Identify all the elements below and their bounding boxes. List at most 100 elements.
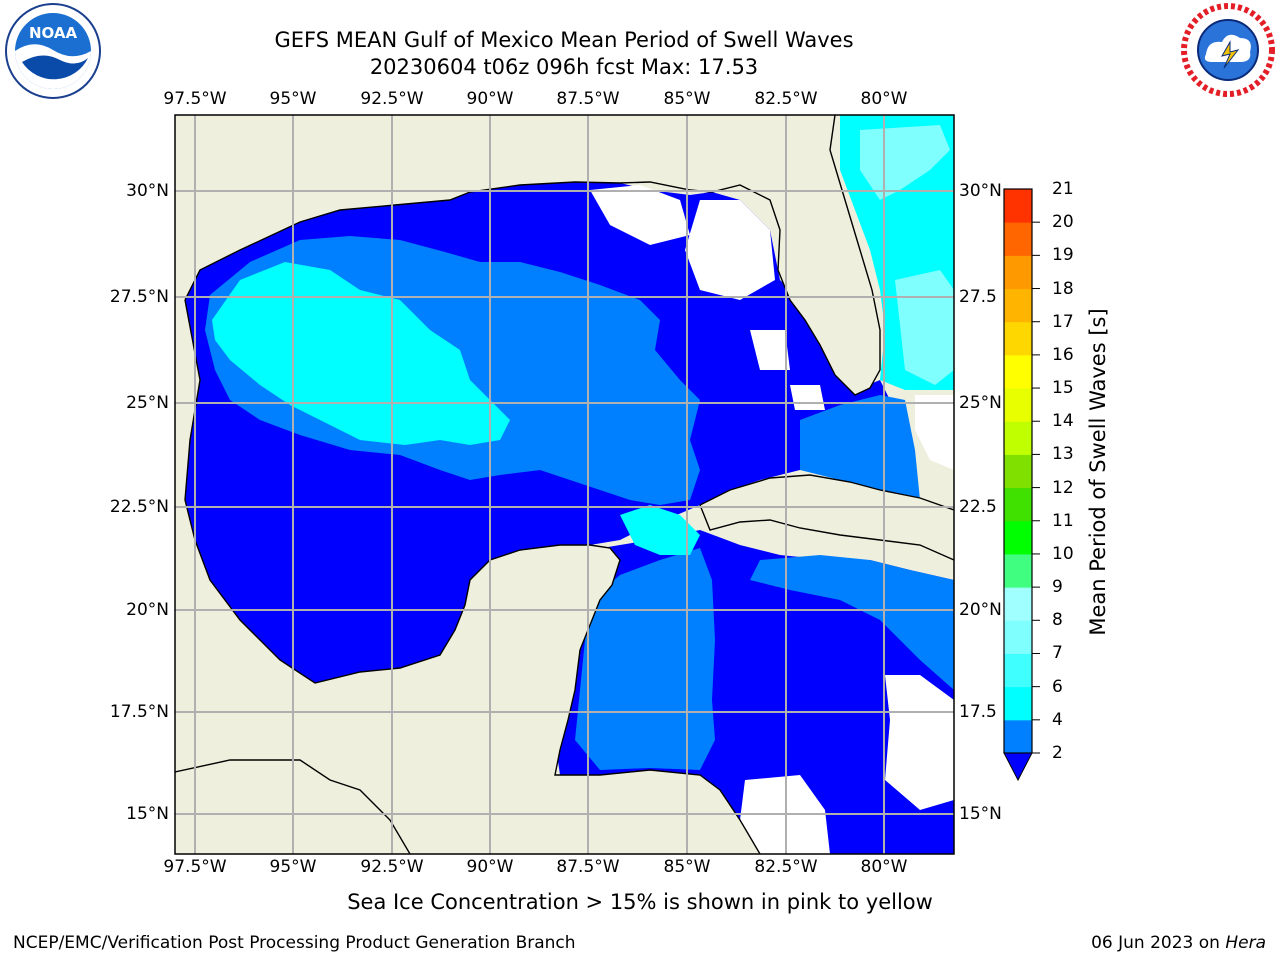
straits-water	[800, 395, 920, 500]
lon-label-top: 80°W	[860, 89, 908, 109]
coastline	[184, 299, 761, 854]
lon-label-top: 92.5°W	[360, 89, 424, 109]
colorbar-segment	[1004, 454, 1032, 489]
coastline	[184, 115, 881, 396]
colorbar-tick-label: 19	[1052, 245, 1074, 266]
colorbar-segment	[1004, 255, 1032, 290]
lat-label-right: 22.5	[959, 497, 997, 517]
coastline	[175, 759, 411, 854]
colorbar-tick-label: 14	[1052, 411, 1074, 432]
nodata-patch	[790, 385, 825, 410]
svg-text:NOAA: NOAA	[29, 24, 78, 42]
florida-land	[700, 115, 880, 395]
colorbar-extend-triangle	[1003, 752, 1033, 782]
lat-label-left: 27.5°N	[109, 287, 169, 307]
lon-label-bottom: 85°W	[663, 857, 711, 877]
nodata-patch	[590, 185, 690, 245]
colorbar-tick-label: 15	[1052, 378, 1074, 399]
footer-date-text: 06 Jun 2023 on	[1091, 933, 1226, 953]
atlantic-water-light	[860, 125, 950, 200]
colorbar-tick-label: 4	[1052, 709, 1063, 730]
lat-label-right: 20°N	[959, 600, 1002, 620]
footer-host: Hera	[1225, 933, 1266, 953]
lat-label-left: 15°N	[126, 804, 169, 824]
colorbar-segment	[1004, 222, 1032, 256]
colorbar-tick-label: 21	[1052, 179, 1074, 199]
lon-label-bottom: 97.5°W	[163, 857, 227, 877]
colorbar-segment	[1004, 553, 1032, 588]
colorbar-segment	[1004, 388, 1032, 422]
lon-label-bottom: 95°W	[269, 857, 317, 877]
colorbar-tick-label: 12	[1052, 477, 1074, 498]
lon-label-bottom: 80°W	[860, 857, 908, 877]
lon-label-top: 97.5°W	[163, 89, 227, 109]
colorbar-segment	[1004, 620, 1032, 654]
lat-label-left: 22.5°N	[109, 497, 169, 517]
colorbar	[1003, 188, 1040, 782]
colorbar-segment	[1004, 421, 1032, 455]
lat-label-right: 25°N	[959, 393, 1002, 413]
colorbar-tick-label: 11	[1052, 510, 1074, 531]
yucatan-cyan	[620, 505, 700, 555]
colorbar-segment	[1004, 520, 1032, 555]
colorbar-segment	[1004, 487, 1032, 522]
nodata-patch	[685, 200, 775, 300]
lon-label-bottom: 87.5°W	[556, 857, 620, 877]
colorbar-tick-label: 17	[1052, 311, 1074, 332]
colorbar-tick-label: 7	[1052, 643, 1063, 664]
lat-label-right: 15°N	[959, 804, 1002, 824]
colorbar-tick-label: 18	[1052, 278, 1074, 299]
cuba-land	[700, 475, 954, 560]
atlantic-water-light	[895, 270, 954, 385]
mexico-west-land	[175, 300, 320, 772]
colorbar-tick-label: 6	[1052, 676, 1063, 697]
caribbean-water-mid	[575, 548, 715, 770]
nodata-patch	[885, 675, 954, 810]
colorbar-segment	[1004, 719, 1032, 754]
colorbar-segment	[1004, 288, 1032, 323]
lat-label-left: 30°N	[126, 181, 169, 201]
lon-label-top: 87.5°W	[556, 89, 620, 109]
nws-logo	[1181, 3, 1275, 97]
colorbar-tick-label: 20	[1052, 212, 1074, 233]
colorbar-tick-label: 8	[1052, 610, 1063, 631]
colorbar-segment	[1004, 653, 1032, 688]
chart-title: GEFS MEAN Gulf of Mexico Mean Period of …	[274, 28, 854, 52]
colorbar-tick-label: 13	[1052, 444, 1074, 465]
nodata-patch	[915, 395, 954, 470]
colorbar-tick-label: 10	[1052, 543, 1074, 564]
colorbar-segment	[1004, 321, 1032, 356]
lat-label-right: 17.5	[959, 702, 997, 722]
colorbar-label: Mean Period of Swell Waves [s]	[1086, 308, 1110, 636]
colorbar-segment	[1004, 354, 1032, 389]
colorbar-tick-label: 9	[1052, 577, 1063, 598]
lon-label-top: 95°W	[269, 89, 317, 109]
lon-label-top: 82.5°W	[754, 89, 818, 109]
caribbean-water-mid-east	[750, 555, 954, 690]
colorbar-tick-label: 2	[1052, 743, 1063, 763]
footer-credit: NCEP/EMC/Verification Post Processing Pr…	[13, 933, 576, 953]
lon-label-bottom: 82.5°W	[754, 857, 818, 877]
lat-label-right: 30°N	[959, 181, 1002, 201]
lat-label-left: 25°N	[126, 393, 169, 413]
nodata-patch	[750, 330, 790, 370]
lat-label-left: 17.5°N	[109, 702, 169, 722]
footer-date: 06 Jun 2023 on Hera	[1091, 933, 1266, 953]
gridlines	[175, 115, 954, 854]
texas-land	[175, 115, 835, 300]
gulf-water-cyan	[212, 262, 510, 445]
colorbar-segment	[1004, 587, 1032, 621]
chart-subtitle: 20230604 t06z 096h fcst Max: 17.53	[369, 55, 759, 79]
lon-label-top: 85°W	[663, 89, 711, 109]
colorbar-frame	[1003, 188, 1033, 754]
lon-label-bottom: 90°W	[466, 857, 514, 877]
colorbar-tick-label: 16	[1052, 344, 1074, 365]
noaa-logo: NOAA	[5, 3, 101, 99]
colorbar-segment	[1004, 189, 1032, 223]
yucatan-land	[175, 545, 620, 854]
lat-label-right: 27.5	[959, 287, 997, 307]
central-america-land	[555, 770, 760, 854]
coastline	[699, 474, 954, 561]
map-frame	[174, 114, 955, 855]
